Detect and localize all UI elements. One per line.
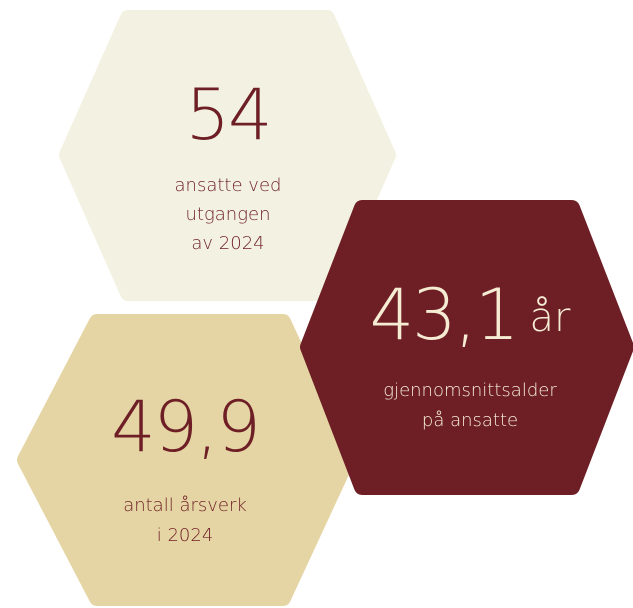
- hexagon: [300, 200, 633, 495]
- stat-label: gjennomsnittsalder: [383, 380, 557, 401]
- stat-label: utgangen: [186, 204, 271, 225]
- stat-label: antall årsverk: [123, 495, 247, 516]
- hexagon: [17, 314, 355, 606]
- stat-value: 49,9: [111, 386, 259, 468]
- stat-value: 43,1 år: [370, 274, 571, 356]
- stat-label: i 2024: [157, 525, 214, 546]
- stat-label: ansatte ved: [175, 175, 282, 196]
- stat-value: 54: [185, 74, 270, 156]
- stat-label: på ansatte: [422, 410, 518, 431]
- stat-label: av 2024: [191, 233, 264, 254]
- stat-number: 43,1: [370, 274, 518, 356]
- stat-unit: år: [529, 295, 571, 341]
